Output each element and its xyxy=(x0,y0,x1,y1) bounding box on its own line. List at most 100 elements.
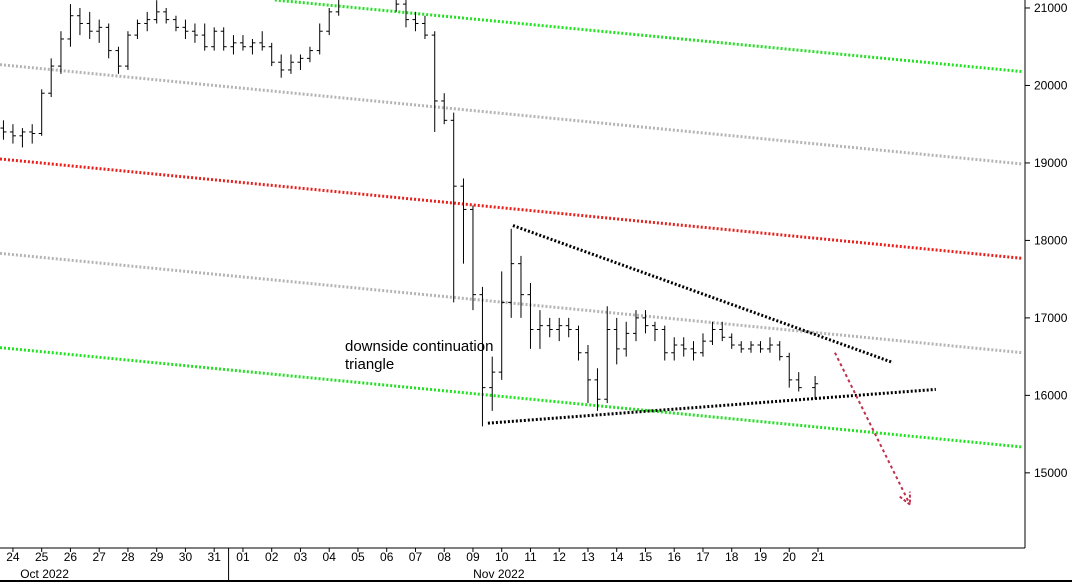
price-bar xyxy=(479,286,486,427)
price-bar xyxy=(536,310,543,349)
price-bar xyxy=(9,124,16,144)
x-tick-label: 10 xyxy=(495,550,509,564)
x-tick-label: 13 xyxy=(581,550,595,564)
x-tick-label: 04 xyxy=(323,550,337,564)
price-bar xyxy=(517,255,524,318)
trend-line xyxy=(487,387,936,425)
x-tick-label: 08 xyxy=(438,550,452,564)
price-bar xyxy=(738,341,745,353)
plot-area xyxy=(0,0,1023,507)
price-bar xyxy=(776,341,783,361)
x-tick-label: 28 xyxy=(121,550,135,564)
price-bar xyxy=(57,31,64,74)
price-bar xyxy=(575,325,582,361)
price-bar xyxy=(584,345,591,404)
price-bar xyxy=(412,11,419,32)
trend-line xyxy=(274,0,1023,74)
price-bar xyxy=(719,321,726,342)
price-bar xyxy=(795,372,802,392)
price-bar xyxy=(489,356,496,411)
month-label: Oct 2022 xyxy=(20,567,69,581)
y-tick-label: 21000 xyxy=(1034,1,1068,15)
price-bar xyxy=(182,19,189,39)
price-bar xyxy=(230,35,237,55)
price-bar xyxy=(201,23,208,51)
month-label: Nov 2022 xyxy=(473,567,525,581)
x-tick-label: 15 xyxy=(639,550,653,564)
price-bar xyxy=(613,317,620,365)
price-bar xyxy=(96,19,103,43)
price-bar xyxy=(642,310,649,334)
price-bar xyxy=(527,283,534,349)
trend-line xyxy=(0,346,1023,449)
price-bar xyxy=(508,228,515,318)
trend-line xyxy=(0,63,1023,166)
price-bar xyxy=(680,337,687,357)
price-bar xyxy=(632,310,639,342)
x-tick-label: 01 xyxy=(236,550,250,564)
x-tick-label: 18 xyxy=(725,550,739,564)
x-tick-label: 09 xyxy=(466,550,480,564)
price-bar xyxy=(86,11,93,39)
price-bar xyxy=(623,321,630,357)
x-tick-label: 27 xyxy=(93,550,107,564)
price-bar xyxy=(259,31,266,51)
x-tick-label: 21 xyxy=(811,550,825,564)
price-bar xyxy=(29,124,36,144)
price-bar xyxy=(766,337,773,353)
price-bar xyxy=(144,11,151,32)
x-tick-label: 02 xyxy=(265,550,279,564)
price-bar xyxy=(690,341,697,361)
price-bar xyxy=(134,19,141,39)
price-bar xyxy=(728,333,735,349)
y-tick-label: 17000 xyxy=(1034,311,1068,325)
x-tick-label: 14 xyxy=(610,550,624,564)
price-bar xyxy=(441,93,448,125)
price-bar xyxy=(747,341,754,353)
x-tick-label: 07 xyxy=(409,550,423,564)
price-bar xyxy=(297,54,304,70)
x-tick-label: 17 xyxy=(696,550,710,564)
x-tick-label: 29 xyxy=(150,550,164,564)
price-bar xyxy=(249,38,256,55)
x-tick-label: 26 xyxy=(64,550,78,564)
price-bar xyxy=(421,15,428,39)
price-bar xyxy=(268,42,275,67)
price-bar xyxy=(172,15,179,32)
price-bar xyxy=(19,128,26,148)
y-tick-label: 20000 xyxy=(1034,78,1068,92)
price-bar xyxy=(191,23,198,43)
x-tick-label: 05 xyxy=(351,550,365,564)
price-bar xyxy=(163,7,170,24)
price-bar xyxy=(38,89,45,136)
price-bar xyxy=(565,317,572,338)
price-bar xyxy=(757,341,764,353)
price-bar xyxy=(306,46,313,63)
price-bar xyxy=(220,27,227,51)
price-bar xyxy=(326,7,333,36)
x-tick-label: 12 xyxy=(553,550,567,564)
price-bar xyxy=(594,368,601,411)
price-bar xyxy=(604,306,611,404)
price-bar xyxy=(239,35,246,51)
price-bar xyxy=(115,46,122,74)
x-tick-label: 11 xyxy=(524,550,537,564)
y-tick-label: 19000 xyxy=(1034,156,1068,170)
price-bar xyxy=(450,112,457,303)
price-bar xyxy=(105,23,112,59)
price-bar xyxy=(709,321,716,346)
trend-line xyxy=(512,224,894,365)
price-bar xyxy=(671,337,678,361)
arrow-head xyxy=(899,491,912,507)
x-tick-label: 03 xyxy=(294,550,308,564)
price-bar xyxy=(812,375,819,400)
x-tick-label: 16 xyxy=(668,550,682,564)
x-tick-label: 31 xyxy=(208,550,222,564)
x-tick-label: 19 xyxy=(754,550,768,564)
price-bar xyxy=(661,325,668,361)
x-tick-label: 24 xyxy=(6,550,20,564)
projection-arrow xyxy=(834,352,911,506)
price-bar xyxy=(48,58,55,98)
trend-line xyxy=(0,157,1023,260)
price-bar xyxy=(316,23,323,55)
